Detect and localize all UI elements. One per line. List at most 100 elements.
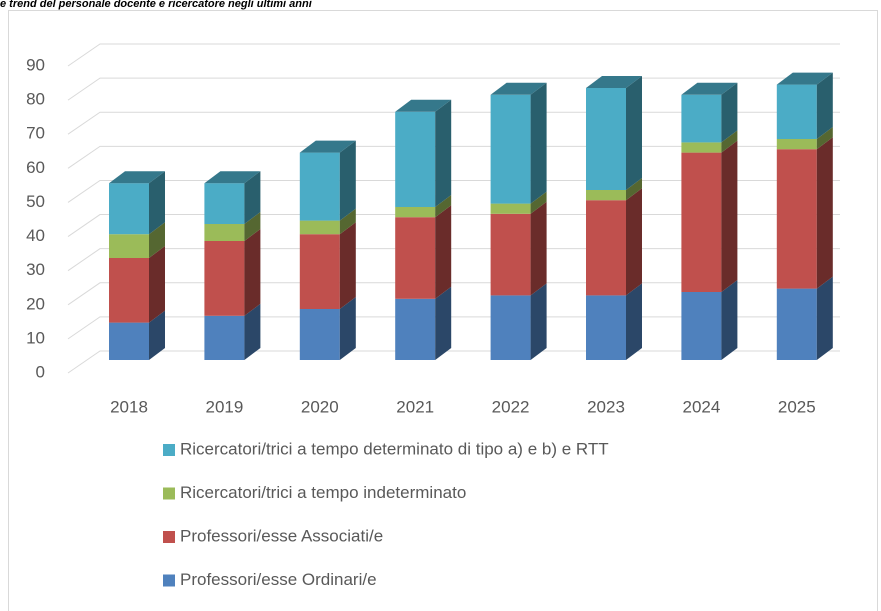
y-tick-label: 80 bbox=[26, 90, 45, 109]
bar bbox=[776, 288, 817, 360]
bar-top bbox=[299, 140, 356, 153]
bar bbox=[299, 309, 340, 360]
bar-side bbox=[721, 130, 738, 153]
bar-side bbox=[244, 171, 261, 224]
bar-side bbox=[816, 72, 833, 139]
bar-top bbox=[490, 82, 547, 95]
bar bbox=[776, 84, 817, 139]
bar bbox=[109, 258, 149, 323]
bar-side bbox=[435, 205, 452, 299]
bar-side bbox=[339, 297, 356, 360]
bar-top bbox=[776, 72, 833, 85]
legend-label: Professori/esse Associati/e bbox=[180, 526, 383, 545]
bar-side bbox=[149, 171, 165, 235]
legend-swatch bbox=[163, 444, 175, 456]
bar-side bbox=[626, 188, 642, 296]
bar bbox=[109, 234, 149, 258]
bar-side bbox=[244, 212, 261, 241]
bar-side bbox=[530, 82, 547, 204]
bar bbox=[586, 190, 626, 201]
y-tick-label: 90 bbox=[26, 55, 45, 74]
x-tick-label: 2018 bbox=[110, 397, 148, 416]
bar bbox=[681, 152, 722, 292]
bar bbox=[109, 183, 149, 235]
bar-side bbox=[816, 127, 833, 150]
bar-side bbox=[721, 140, 738, 292]
bar-side bbox=[244, 303, 261, 360]
legend-label: Ricercatori/trici a tempo indeterminato bbox=[180, 483, 466, 502]
bar bbox=[586, 200, 626, 296]
bar-side bbox=[339, 222, 356, 309]
bar-side bbox=[626, 178, 642, 201]
bar bbox=[395, 298, 436, 360]
bar bbox=[299, 220, 340, 235]
bar bbox=[204, 241, 245, 316]
bar-side bbox=[530, 201, 547, 296]
bar bbox=[490, 94, 531, 204]
bar-side bbox=[721, 280, 738, 360]
bar bbox=[299, 152, 340, 221]
bar-side bbox=[721, 82, 738, 143]
bar bbox=[395, 217, 436, 299]
x-tick-label: 2019 bbox=[205, 397, 243, 416]
bar bbox=[299, 234, 340, 309]
bar bbox=[681, 94, 722, 143]
bar bbox=[586, 88, 626, 190]
chart-title: e trend del personale docente e ricercat… bbox=[0, 0, 313, 10]
grid-line bbox=[67, 43, 840, 67]
y-tick-label: 40 bbox=[26, 226, 45, 245]
legend-label: Professori/esse Ordinari/e bbox=[180, 570, 377, 589]
bar-side bbox=[244, 229, 261, 316]
bar-side bbox=[816, 137, 833, 289]
bar-side bbox=[149, 310, 165, 360]
bar-top bbox=[681, 82, 738, 95]
legend-label: Ricercatori/trici a tempo determinato di… bbox=[180, 439, 609, 458]
bar bbox=[586, 295, 626, 360]
bar-side bbox=[816, 276, 833, 360]
x-tick-label: 2021 bbox=[396, 397, 434, 416]
bar-side bbox=[530, 191, 547, 214]
bar-side bbox=[626, 76, 642, 190]
legend-swatch bbox=[163, 574, 175, 587]
bar bbox=[776, 139, 817, 150]
y-tick-label: 60 bbox=[26, 158, 45, 177]
bar-top bbox=[586, 76, 642, 88]
bar bbox=[204, 183, 245, 224]
bar-top bbox=[109, 171, 165, 184]
bar-side bbox=[530, 283, 547, 360]
legend-swatch bbox=[163, 487, 175, 500]
legend-swatch bbox=[163, 531, 175, 543]
bar bbox=[490, 203, 531, 214]
grid-line bbox=[67, 77, 840, 101]
bar-side bbox=[149, 222, 165, 258]
bar bbox=[204, 315, 245, 360]
bar-side bbox=[339, 208, 356, 235]
bar-side bbox=[339, 140, 356, 221]
x-tick-label: 2020 bbox=[301, 397, 339, 416]
bar-side bbox=[435, 195, 452, 218]
bar-side bbox=[149, 246, 165, 323]
bar bbox=[204, 224, 245, 241]
bar bbox=[776, 149, 817, 289]
bar bbox=[681, 292, 722, 360]
bar-side bbox=[435, 99, 452, 207]
y-tick-label: 0 bbox=[36, 362, 45, 381]
x-tick-label: 2022 bbox=[492, 397, 530, 416]
bar bbox=[109, 322, 149, 360]
bar bbox=[490, 213, 531, 296]
y-tick-label: 10 bbox=[26, 328, 45, 347]
bar bbox=[395, 111, 436, 207]
bar-side bbox=[435, 286, 452, 360]
bar bbox=[490, 295, 531, 360]
bar bbox=[395, 207, 436, 218]
x-tick-label: 2025 bbox=[778, 397, 816, 416]
x-tick-label: 2024 bbox=[682, 397, 720, 416]
bar bbox=[681, 142, 722, 153]
bar-side bbox=[626, 283, 642, 360]
y-tick-label: 50 bbox=[26, 192, 45, 211]
bar-top bbox=[395, 99, 452, 112]
x-tick-label: 2023 bbox=[587, 397, 625, 416]
y-tick-label: 30 bbox=[26, 260, 45, 279]
y-tick-label: 70 bbox=[26, 124, 45, 143]
